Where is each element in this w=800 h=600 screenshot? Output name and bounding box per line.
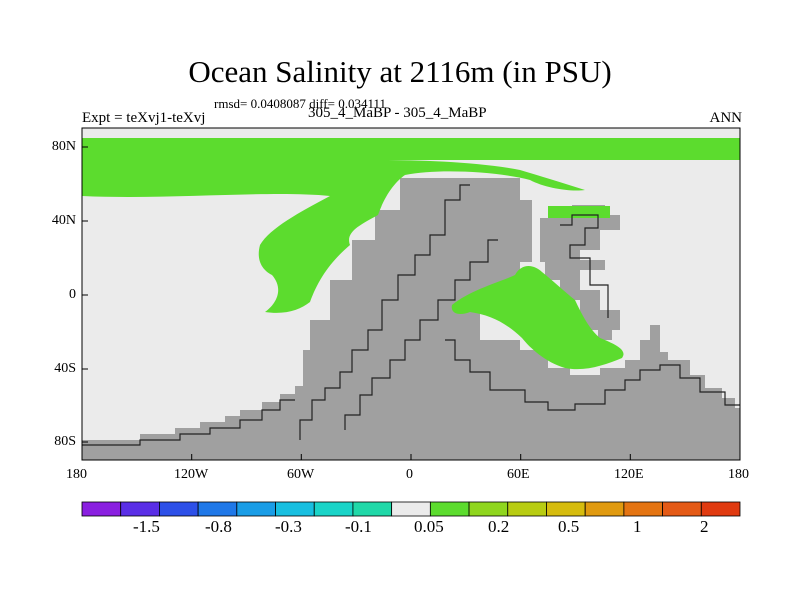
- case-label: 305_4_MaBP - 305_4_MaBP: [308, 105, 487, 121]
- colorbar-label: 0.05: [414, 517, 444, 536]
- colorbar-swatch: [546, 501, 586, 517]
- x-tick-label: 0: [406, 467, 413, 482]
- colorbar-swatch: [429, 501, 470, 517]
- colorbar-swatch: [81, 501, 122, 517]
- colorbar-swatch: [507, 501, 547, 517]
- colorbar-swatch: [236, 501, 276, 517]
- rmsd-diff-stats: rmsd= 0.0408087 diff= 0.034111: [214, 96, 386, 111]
- coastline-west: [299, 184, 470, 440]
- colorbar-swatch: [584, 501, 625, 517]
- season-label: ANN: [709, 110, 743, 126]
- coastline-central: [344, 239, 498, 430]
- colorbar-swatch: [275, 501, 315, 517]
- colorbar-swatch: [700, 501, 741, 517]
- land-masses: [82, 178, 740, 460]
- coastline-asia: [560, 214, 609, 318]
- colorbar: [81, 501, 741, 517]
- y-tick-label: 80S: [54, 434, 76, 449]
- colorbar-label: 1: [633, 517, 642, 536]
- coastline-contours: [82, 184, 740, 446]
- colorbar-label: -0.1: [345, 517, 372, 536]
- axis-ticks: [81, 146, 741, 460]
- colorbar-label: 0.2: [488, 517, 510, 536]
- x-tick-label: 60W: [287, 467, 315, 482]
- colorbar-swatch: [352, 501, 393, 517]
- tropical-anomaly: [451, 266, 624, 370]
- coastline-south: [82, 399, 295, 446]
- arctic-band: [82, 138, 740, 160]
- north-atlantic-plume: [82, 160, 585, 313]
- x-tick-label: 120E: [614, 467, 644, 482]
- plot-title: Ocean Salinity at 2116m (in PSU): [188, 54, 612, 89]
- coastline-east: [445, 339, 740, 411]
- colorbar-swatch: [120, 501, 160, 517]
- east-patch: [548, 206, 610, 218]
- colorbar-label: 0.5: [558, 517, 580, 536]
- colorbar-swatch: [313, 501, 354, 517]
- x-tick-label: 180: [66, 467, 87, 482]
- colorbar-swatch: [662, 501, 702, 517]
- positive-anomaly-regions: [82, 138, 740, 370]
- y-tick-label: 0: [69, 287, 76, 302]
- x-tick-label: 180: [728, 467, 749, 482]
- y-tick-label: 40S: [54, 361, 76, 376]
- y-tick-label: 80N: [51, 139, 76, 154]
- experiment-label: Expt = teXvj1-teXvj: [82, 110, 206, 126]
- x-tick-label: 120W: [174, 467, 209, 482]
- colorbar-swatch: [468, 501, 509, 517]
- eastern-land: [540, 205, 620, 340]
- colorbar-label: -1.5: [133, 517, 160, 536]
- colorbar-label: 2: [700, 517, 709, 536]
- y-tick-label: 40N: [51, 213, 76, 228]
- colorbar-swatch: [159, 501, 199, 517]
- colorbar-swatch: [623, 501, 663, 517]
- colorbar-label: -0.3: [275, 517, 302, 536]
- colorbar-swatch: [197, 501, 238, 517]
- colorbar-swatch: [391, 501, 431, 517]
- x-tick-label: 60E: [507, 467, 530, 482]
- colorbar-label: -0.8: [205, 517, 232, 536]
- southern-land: [82, 178, 740, 460]
